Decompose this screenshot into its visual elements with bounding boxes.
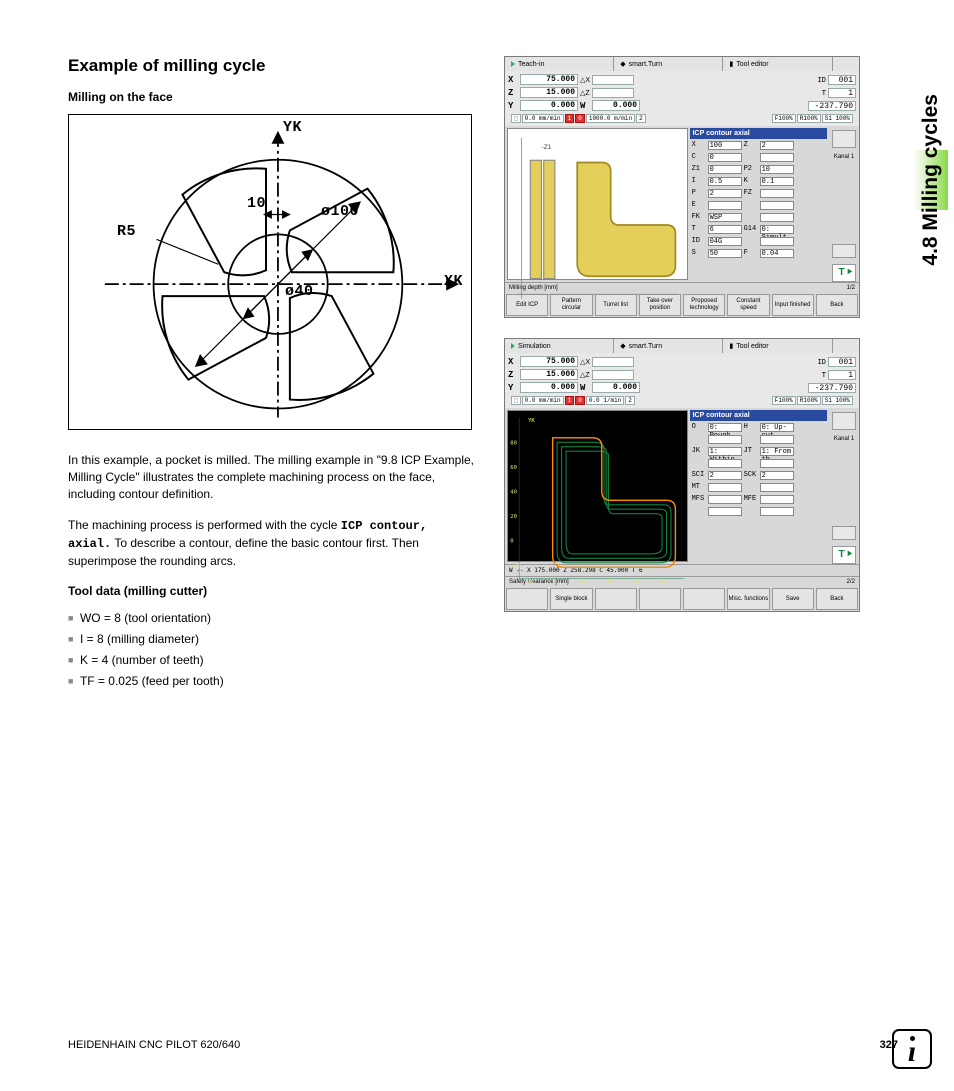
paragraph-2: The machining process is performed with … bbox=[68, 517, 474, 570]
cycle-form: ICP contour axial X100Z2C0Z10P210I0.5K0.… bbox=[690, 128, 827, 280]
info-icon: ı bbox=[892, 1029, 932, 1069]
tab-tooleditor[interactable]: ▮Tool editor bbox=[723, 57, 832, 71]
section-tab: 4.8 Milling cycles bbox=[914, 80, 948, 280]
svg-text:0: 0 bbox=[510, 539, 513, 545]
svg-text:-20: -20 bbox=[524, 579, 534, 585]
panel-icon[interactable] bbox=[832, 130, 856, 148]
svg-text:20: 20 bbox=[510, 514, 517, 520]
service-icon[interactable] bbox=[832, 526, 856, 540]
softkey[interactable]: Proposed technology bbox=[683, 294, 725, 316]
panel-icon[interactable] bbox=[832, 412, 856, 430]
tooldata-heading: Tool data (milling cutter) bbox=[68, 584, 474, 598]
cnc-panel-simulation: Simulation ◆smart.Turn ▮Tool editor X75.… bbox=[504, 338, 860, 612]
svg-text:80: 80 bbox=[510, 440, 517, 446]
dim-r5: R5 bbox=[117, 223, 136, 240]
svg-text:T: T bbox=[838, 549, 845, 560]
tab-tooleditor[interactable]: ▮Tool editor bbox=[723, 339, 832, 353]
simulation-view: -20020 406080 -20020 406080 YK bbox=[507, 410, 688, 562]
svg-text:60: 60 bbox=[633, 579, 640, 585]
tab-teachin[interactable]: Teach-in bbox=[505, 57, 614, 71]
softkey[interactable] bbox=[595, 588, 637, 610]
contour-preview: -Z1 bbox=[507, 128, 688, 280]
page-title: Example of milling cycle bbox=[68, 56, 474, 76]
diamond-icon: ◆ bbox=[620, 60, 625, 68]
svg-text:40: 40 bbox=[510, 490, 517, 496]
softkey[interactable]: Input finished bbox=[772, 294, 814, 316]
svg-text:20: 20 bbox=[579, 579, 586, 585]
wrench-icon: ▮ bbox=[729, 60, 733, 68]
technical-drawing: YK XK R5 10 ø100 ø40 bbox=[68, 114, 472, 430]
softkey[interactable]: Back bbox=[816, 588, 858, 610]
softkey[interactable] bbox=[506, 588, 548, 610]
tab-overflow[interactable] bbox=[833, 57, 859, 71]
softkey[interactable]: Single block bbox=[550, 588, 592, 610]
tool-icon[interactable]: T bbox=[832, 546, 856, 564]
svg-text:-Z1: -Z1 bbox=[541, 144, 551, 151]
svg-text:T: T bbox=[838, 267, 845, 278]
svg-text:-20: -20 bbox=[510, 563, 520, 569]
service-icon[interactable] bbox=[832, 244, 856, 258]
tab-simulation[interactable]: Simulation bbox=[505, 339, 614, 353]
dim-d100: ø100 bbox=[321, 203, 359, 220]
softkey[interactable]: Constant speed bbox=[727, 294, 769, 316]
svg-text:60: 60 bbox=[510, 465, 517, 471]
tooldata-list: WO = 8 (tool orientation) I = 8 (milling… bbox=[68, 608, 474, 692]
tool-icon[interactable]: T bbox=[832, 264, 856, 282]
softkey[interactable] bbox=[683, 588, 725, 610]
svg-text:0: 0 bbox=[553, 579, 556, 585]
footer-product: HEIDENHAIN CNC PILOT 620/640 bbox=[68, 1039, 240, 1051]
channel-label: Kanal 1 bbox=[834, 154, 854, 160]
svg-text:40: 40 bbox=[606, 579, 613, 585]
softkey[interactable]: Back bbox=[816, 294, 858, 316]
cnc-panel-teachin: Teach-in ◆smart.Turn ▮Tool editor X75.00… bbox=[504, 56, 860, 318]
softkey[interactable] bbox=[639, 588, 681, 610]
dim-10: 10 bbox=[247, 195, 266, 212]
position-readout: X75.000△XID001 Z15.000△ZT1 Y0.000W0.000-… bbox=[505, 71, 859, 126]
softkey[interactable]: Save bbox=[772, 588, 814, 610]
paragraph-1: In this example, a pocket is milled. The… bbox=[68, 452, 474, 503]
position-readout: X75.000△XID001 Z15.000△ZT1 Y0.000W0.000-… bbox=[505, 353, 859, 408]
tab-smartturn[interactable]: ◆smart.Turn bbox=[614, 339, 723, 353]
svg-text:YK: YK bbox=[528, 418, 535, 424]
axis-xk-label: XK bbox=[444, 273, 463, 290]
svg-text:80: 80 bbox=[660, 579, 667, 585]
softkey[interactable]: Misc. functions bbox=[727, 588, 769, 610]
tab-smartturn[interactable]: ◆smart.Turn bbox=[614, 57, 723, 71]
subheading: Milling on the face bbox=[68, 90, 474, 104]
axis-yk-label: YK bbox=[283, 119, 302, 136]
dim-d40: ø40 bbox=[285, 283, 314, 300]
